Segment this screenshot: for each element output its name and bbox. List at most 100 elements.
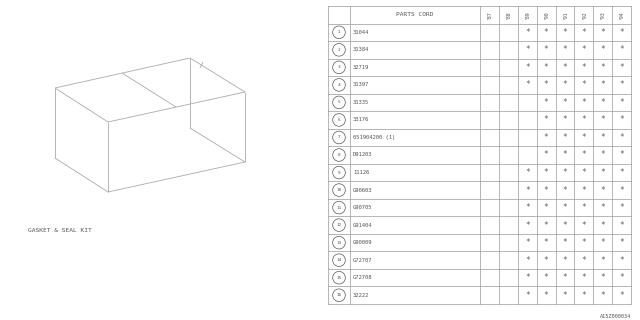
Text: *: *: [544, 186, 548, 195]
Text: *: *: [544, 133, 548, 142]
Text: 11: 11: [337, 205, 342, 210]
Text: 9: 9: [338, 171, 340, 174]
Text: '90: '90: [543, 11, 548, 19]
Text: *: *: [582, 203, 586, 212]
Text: *: *: [525, 220, 529, 230]
Text: *: *: [620, 98, 624, 107]
Text: 8: 8: [338, 153, 340, 157]
Text: 31397: 31397: [353, 82, 369, 87]
Text: *: *: [620, 203, 624, 212]
Text: *: *: [544, 220, 548, 230]
Text: '91: '91: [563, 11, 568, 19]
Text: *: *: [600, 220, 605, 230]
Text: *: *: [620, 273, 624, 282]
Text: *: *: [563, 273, 567, 282]
Text: *: *: [600, 168, 605, 177]
Text: *: *: [563, 186, 567, 195]
Text: *: *: [620, 238, 624, 247]
Text: 12: 12: [337, 223, 342, 227]
Text: PARTS CORD: PARTS CORD: [396, 12, 434, 17]
Text: *: *: [600, 291, 605, 300]
Text: *: *: [563, 63, 567, 72]
Text: *: *: [582, 186, 586, 195]
Text: *: *: [563, 133, 567, 142]
Text: *: *: [525, 80, 529, 89]
Text: *: *: [582, 273, 586, 282]
Text: *: *: [582, 80, 586, 89]
Text: G90009: G90009: [353, 240, 372, 245]
Text: *: *: [600, 116, 605, 124]
Text: *: *: [620, 63, 624, 72]
Text: 3: 3: [338, 65, 340, 69]
Text: *: *: [582, 116, 586, 124]
Text: A15Z000034: A15Z000034: [600, 314, 631, 319]
Text: G72708: G72708: [353, 275, 372, 280]
Text: *: *: [582, 168, 586, 177]
Text: 4: 4: [338, 83, 340, 87]
Text: *: *: [525, 45, 529, 54]
Text: *: *: [582, 220, 586, 230]
Text: *: *: [563, 116, 567, 124]
Text: G72707: G72707: [353, 258, 372, 263]
Text: *: *: [620, 116, 624, 124]
Text: *: *: [544, 116, 548, 124]
Text: '88: '88: [506, 11, 511, 19]
Text: *: *: [620, 45, 624, 54]
Text: *: *: [525, 203, 529, 212]
Text: *: *: [563, 291, 567, 300]
Text: *: *: [563, 203, 567, 212]
Text: 2: 2: [338, 48, 340, 52]
Text: 32222: 32222: [353, 293, 369, 298]
Text: *: *: [582, 256, 586, 265]
Text: *: *: [600, 150, 605, 159]
Text: 11126: 11126: [353, 170, 369, 175]
Text: *: *: [563, 80, 567, 89]
Text: *: *: [525, 256, 529, 265]
Text: *: *: [544, 238, 548, 247]
Text: *: *: [544, 45, 548, 54]
Text: 13: 13: [337, 241, 342, 245]
Text: *: *: [582, 63, 586, 72]
Text: *: *: [600, 203, 605, 212]
Text: *: *: [563, 28, 567, 37]
Text: *: *: [620, 168, 624, 177]
Text: *: *: [600, 63, 605, 72]
Text: D91203: D91203: [353, 153, 372, 157]
Text: *: *: [544, 273, 548, 282]
Text: *: *: [620, 291, 624, 300]
Text: *: *: [600, 133, 605, 142]
Text: GASKET & SEAL KIT: GASKET & SEAL KIT: [28, 228, 92, 233]
Text: *: *: [620, 28, 624, 37]
Text: *: *: [600, 238, 605, 247]
Text: *: *: [600, 28, 605, 37]
Text: *: *: [525, 28, 529, 37]
Text: '93: '93: [600, 11, 605, 19]
Text: *: *: [582, 150, 586, 159]
Text: *: *: [620, 133, 624, 142]
Text: '94: '94: [619, 11, 624, 19]
Text: 5: 5: [338, 100, 340, 104]
Text: *: *: [525, 273, 529, 282]
Text: 16: 16: [337, 293, 342, 297]
Text: *: *: [582, 98, 586, 107]
Text: 10: 10: [337, 188, 342, 192]
Text: *: *: [544, 80, 548, 89]
Text: *: *: [600, 98, 605, 107]
Text: 31044: 31044: [353, 30, 369, 35]
Text: *: *: [620, 186, 624, 195]
Text: *: *: [582, 133, 586, 142]
Text: *: *: [600, 186, 605, 195]
Text: *: *: [544, 28, 548, 37]
Text: *: *: [563, 98, 567, 107]
Text: 31335: 31335: [353, 100, 369, 105]
Text: *: *: [582, 291, 586, 300]
Text: *: *: [544, 203, 548, 212]
Text: *: *: [563, 45, 567, 54]
Text: *: *: [544, 256, 548, 265]
Text: *: *: [525, 291, 529, 300]
Text: 15: 15: [337, 276, 342, 280]
Text: *: *: [525, 186, 529, 195]
Text: G90603: G90603: [353, 188, 372, 193]
Text: *: *: [544, 150, 548, 159]
Text: *: *: [600, 256, 605, 265]
